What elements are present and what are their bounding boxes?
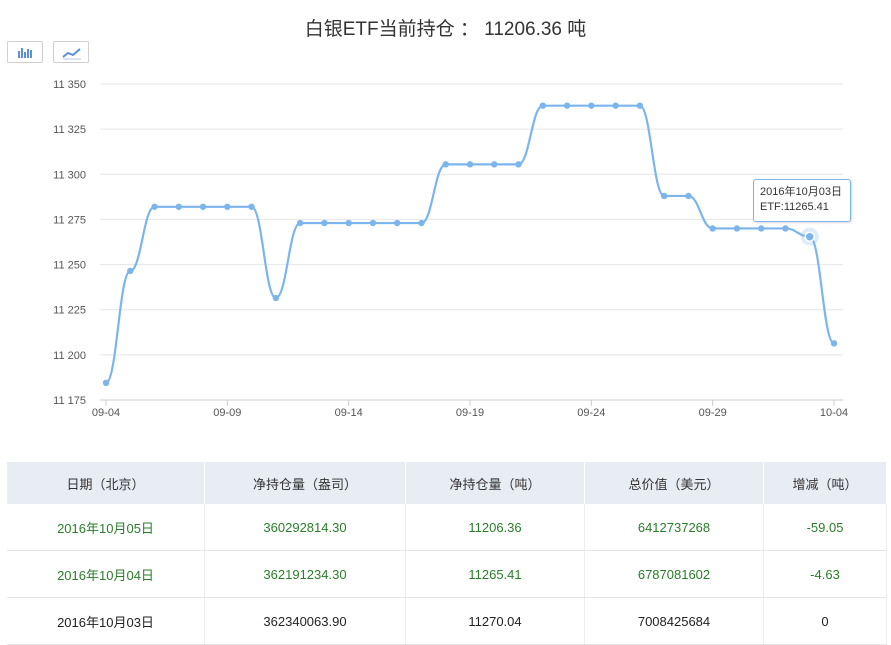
cell-ounces: 362340063.90: [204, 597, 406, 645]
y-tick-label: 11 325: [53, 124, 86, 136]
y-tick-label: 11 250: [53, 260, 86, 272]
y-tick-label: 11 200: [53, 350, 86, 362]
y-tick-label: 11 225: [53, 305, 86, 317]
data-point[interactable]: [224, 203, 231, 210]
data-point[interactable]: [491, 161, 498, 168]
cell-total-value: 6412737268: [584, 504, 764, 551]
data-point[interactable]: [588, 102, 595, 109]
cell-ounces: 362191234.30: [204, 550, 406, 598]
cell-total-value: 7008425684: [584, 597, 764, 645]
table-row: 2016年10月04日 362191234.30 11265.41 678708…: [7, 550, 887, 598]
bar-chart-button[interactable]: [7, 41, 43, 63]
header-tonnes[interactable]: 净持仓量（吨）: [405, 462, 585, 504]
x-tick-label: 10-04: [820, 407, 848, 419]
header-ounces[interactable]: 净持仓量（盎司）: [204, 462, 406, 504]
data-point[interactable]: [248, 203, 255, 210]
data-point[interactable]: [199, 203, 207, 210]
data-point[interactable]: [442, 161, 449, 168]
y-tick-label: 11 300: [53, 169, 86, 181]
line-chart: 11 175 11 200 11 225 11 250 11 275 11 300 11 3…: [53, 79, 848, 419]
data-point[interactable]: [539, 102, 546, 109]
y-axis-ticks: 11 175 11 200 11 225 11 250 11 275 11 300 11 3…: [53, 79, 86, 407]
x-tick-label: 09-09: [213, 407, 241, 419]
data-point[interactable]: [515, 161, 522, 168]
cell-change: -4.63: [763, 550, 887, 598]
cell-change: 0: [763, 597, 887, 645]
bar-chart-icon: [18, 48, 32, 58]
data-point[interactable]: [660, 192, 668, 200]
data-point[interactable]: [272, 294, 280, 302]
y-tick-label: 11 350: [53, 79, 86, 91]
data-point[interactable]: [175, 203, 182, 210]
table-row: 2016年10月05日 360292814.30 11206.36 641273…: [7, 504, 887, 551]
data-point[interactable]: [636, 102, 644, 109]
y-tick-label: 11 275: [53, 214, 86, 226]
data-point[interactable]: [321, 219, 328, 227]
cell-change: -59.05: [763, 504, 887, 551]
chart-tooltip: 2016年10月03日 ETF:11265.41: [753, 179, 851, 222]
cell-date: 2016年10月05日: [7, 504, 205, 551]
tooltip-value: ETF:11265.41: [760, 201, 829, 213]
data-point[interactable]: [369, 219, 377, 227]
cell-tonnes: 11206.36: [405, 504, 585, 551]
data-point[interactable]: [296, 219, 304, 227]
table-header-row: 日期（北京） 净持仓量（盎司） 净持仓量（吨） 总价值（美元） 增减（吨）: [7, 462, 887, 504]
series-points: [102, 102, 838, 387]
data-point[interactable]: [394, 219, 401, 227]
cell-date: 2016年10月03日: [7, 597, 205, 645]
x-tick-label: 09-29: [699, 407, 727, 419]
data-point[interactable]: [102, 379, 110, 387]
grid-lines: [100, 83, 843, 401]
cell-ounces: 360292814.30: [204, 504, 406, 551]
data-point[interactable]: [127, 267, 134, 275]
holdings-table: 日期（北京） 净持仓量（盎司） 净持仓量（吨） 总价值（美元） 增减（吨） 20…: [7, 462, 887, 645]
x-axis-ticks: 09-04 09-09 09-14 09-19 09-24 09-29 10-04: [92, 400, 848, 419]
data-point[interactable]: [758, 225, 765, 232]
x-tick-label: 09-14: [335, 407, 363, 419]
data-point[interactable]: [685, 192, 692, 200]
line-chart-icon: [62, 48, 81, 60]
data-point[interactable]: [612, 102, 619, 109]
cell-total-value: 6787081602: [584, 550, 764, 598]
data-point[interactable]: [345, 219, 352, 227]
cell-tonnes: 11270.04: [405, 597, 585, 645]
table-row: 2016年10月03日 362340063.90 11270.04 700842…: [7, 597, 887, 645]
data-point[interactable]: [466, 161, 474, 168]
highlighted-data-point[interactable]: [804, 231, 815, 242]
cell-tonnes: 11265.41: [405, 550, 585, 598]
header-date[interactable]: 日期（北京）: [7, 462, 205, 504]
x-tick-label: 09-24: [577, 407, 605, 419]
data-point[interactable]: [782, 225, 789, 232]
series-line-silver-etf: [104, 104, 836, 384]
data-point[interactable]: [709, 225, 716, 232]
data-point[interactable]: [563, 102, 571, 109]
data-point[interactable]: [733, 225, 741, 232]
data-point[interactable]: [151, 203, 158, 210]
header-change[interactable]: 增减（吨）: [763, 462, 887, 504]
data-point[interactable]: [830, 340, 838, 347]
y-tick-label: 11 175: [53, 395, 86, 407]
cell-date: 2016年10月04日: [7, 550, 205, 598]
data-point[interactable]: [418, 219, 425, 227]
header-total-value[interactable]: 总价值（美元）: [584, 462, 764, 504]
line-chart-button[interactable]: [53, 41, 89, 63]
x-tick-label: 09-04: [92, 407, 120, 419]
page-title: 白银ETF当前持仓 ： 11206.36 吨: [304, 19, 587, 40]
tooltip-date: 2016年10月03日: [760, 186, 842, 198]
x-tick-label: 09-19: [456, 407, 484, 419]
